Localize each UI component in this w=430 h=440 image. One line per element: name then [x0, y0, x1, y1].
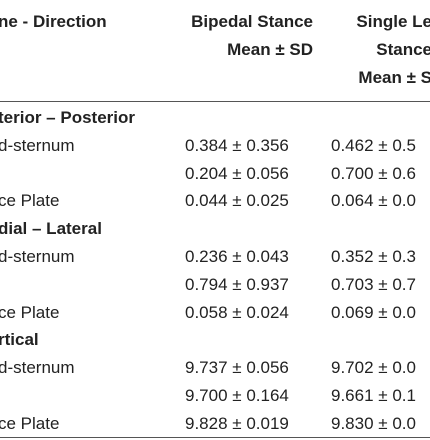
- header-bipedal: Mean ± SD: [227, 40, 313, 59]
- header-single: Stance: [376, 40, 430, 59]
- header-single: Single Le: [356, 12, 430, 31]
- cell-value: 9.830 ± 0.0: [331, 413, 416, 433]
- row-label: d-sternum: [0, 247, 75, 266]
- cell-value: 0.044 ± 0.025: [185, 191, 289, 211]
- cell-value: 0.700 ± 0.6: [331, 163, 416, 183]
- bottom-rule: [0, 437, 430, 438]
- row-label: ce Plate: [0, 191, 60, 211]
- cell-value: 0.204 ± 0.056: [185, 163, 289, 183]
- cell-value: 0.703 ± 0.7: [331, 274, 416, 294]
- cell-value: 0.069 ± 0.0: [331, 302, 416, 322]
- cell-value: 0.352 ± 0.3: [331, 247, 416, 266]
- cell-value: 9.700 ± 0.164: [185, 386, 289, 405]
- cell-value: 9.702 ± 0.0: [331, 358, 416, 378]
- row-label: d-sternum: [0, 135, 75, 155]
- cell-value: 0.064 ± 0.0: [331, 191, 416, 211]
- header-direction: ne - Direction: [0, 12, 107, 31]
- row-label: ce Plate: [0, 302, 60, 322]
- header-rule: [0, 101, 430, 102]
- cell-value: 9.737 ± 0.056: [185, 358, 289, 378]
- cell-value: 0.058 ± 0.024: [185, 302, 289, 322]
- section-title: dial – Lateral: [0, 219, 102, 239]
- section-title: terior – Posterior: [0, 108, 135, 127]
- cell-value: 9.661 ± 0.1: [331, 386, 416, 405]
- cell-value: 0.794 ± 0.937: [185, 274, 289, 294]
- row-label: ce Plate: [0, 413, 60, 433]
- section-title: rtical: [0, 330, 39, 350]
- row-label: d-sternum: [0, 358, 75, 378]
- cell-value: 0.462 ± 0.5: [331, 135, 416, 155]
- cell-value: 0.384 ± 0.356: [185, 135, 289, 155]
- cell-value: 9.828 ± 0.019: [185, 413, 289, 433]
- cell-value: 0.236 ± 0.043: [185, 247, 289, 266]
- header-bipedal: Bipedal Stance: [191, 12, 313, 31]
- header-single: Mean ± S: [358, 68, 430, 87]
